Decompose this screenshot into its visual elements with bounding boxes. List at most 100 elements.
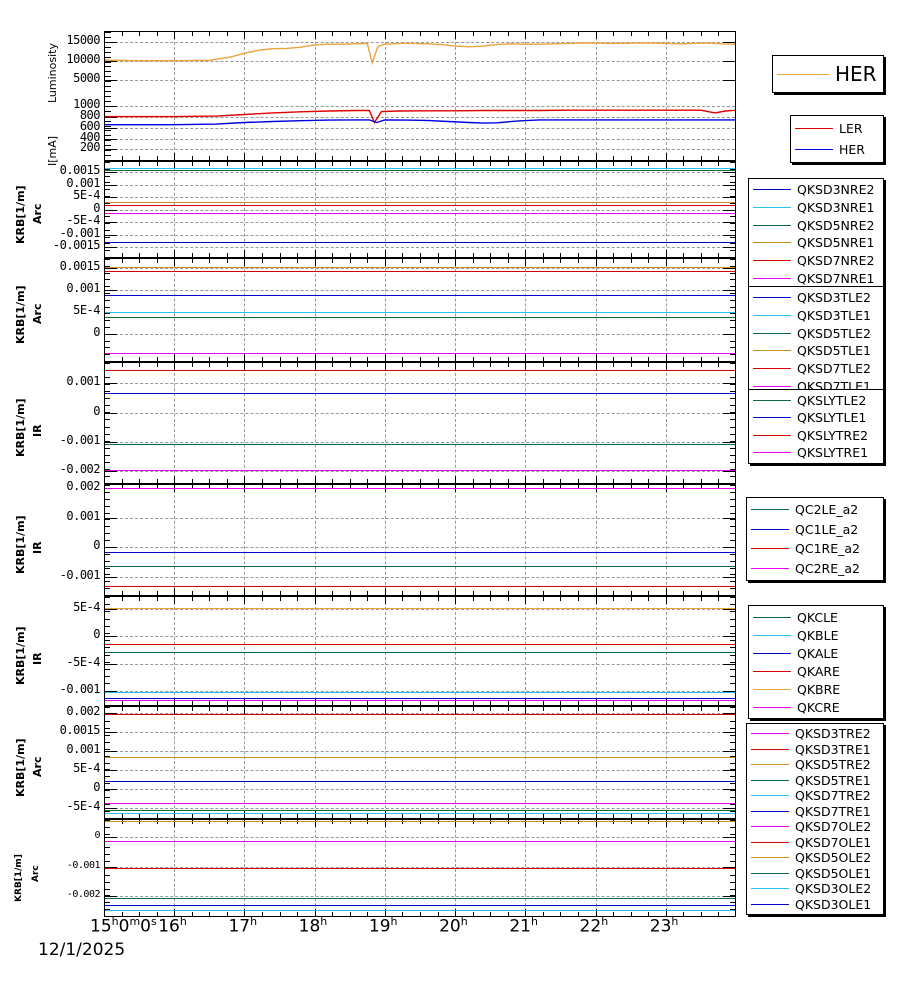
gridline-vertical <box>314 259 316 361</box>
axis-tick-minor <box>105 707 110 708</box>
axis-tick-minor <box>105 41 111 43</box>
axis-tick-minor <box>105 209 110 211</box>
legend-entry-label: QKSLYTRE1 <box>797 444 869 460</box>
legend-line-swatch <box>751 903 789 905</box>
y-tick-label: -0.002 <box>66 888 101 900</box>
axis-tick-major <box>105 712 117 714</box>
axis-tick-minor <box>156 485 158 489</box>
axis-tick-minor <box>560 357 562 361</box>
legend-entry: HER <box>777 61 879 87</box>
axis-tick-minor <box>683 253 685 257</box>
axis-tick-major <box>723 41 735 43</box>
gridline-vertical <box>244 485 246 595</box>
axis-tick-major <box>455 259 457 266</box>
axis-tick-major <box>244 476 246 483</box>
gridline-vertical <box>314 32 316 160</box>
axis-tick-minor <box>542 363 544 367</box>
axis-tick-major <box>314 909 316 916</box>
axis-tick-minor <box>718 912 720 916</box>
axis-tick-minor <box>578 707 579 711</box>
axis-tick-major <box>384 259 386 266</box>
axis-tick-minor <box>730 611 735 613</box>
axis-tick-minor <box>402 162 404 166</box>
axis-tick-minor <box>542 701 544 705</box>
legend-line-swatch <box>753 350 791 352</box>
axis-tick-minor <box>139 814 141 818</box>
axis-tick-minor <box>121 357 123 361</box>
axis-tick-minor <box>262 156 263 160</box>
legend-line-swatch <box>753 616 791 618</box>
axis-tick-minor <box>730 333 735 335</box>
axis-tick-minor <box>613 32 615 36</box>
axis-tick-minor <box>437 32 439 36</box>
y-tick-label: 0 <box>93 538 100 553</box>
axis-tick-minor <box>730 223 735 225</box>
axis-tick-minor <box>730 748 735 750</box>
axis-tick-minor <box>279 814 281 818</box>
axis-tick-minor <box>730 168 735 170</box>
legend-entry: QKSD3TLE1 <box>753 307 879 324</box>
axis-tick-major <box>105 334 117 336</box>
legend-line-swatch <box>753 314 791 316</box>
axis-tick-minor <box>578 363 579 367</box>
axis-tick-minor <box>105 485 110 486</box>
axis-tick-minor <box>420 597 421 601</box>
y-tick-label: 0.0015 <box>59 163 101 177</box>
axis-tick-minor <box>191 156 193 160</box>
axis-tick-major <box>105 127 117 129</box>
series-HER <box>105 42 735 66</box>
axis-tick-minor <box>105 96 111 97</box>
axis-tick-major <box>174 820 176 827</box>
axis-tick-minor <box>105 76 111 78</box>
axis-tick-major <box>455 707 457 714</box>
axis-tick-major <box>723 222 735 223</box>
series-QKBRE <box>105 607 735 609</box>
axis-tick-major <box>314 597 316 604</box>
axis-tick-minor <box>121 162 123 166</box>
axis-tick-minor <box>420 701 421 705</box>
axis-tick-minor <box>630 357 632 361</box>
axis-tick-minor <box>730 426 735 428</box>
axis-tick-minor <box>105 854 110 856</box>
series-QKCLE <box>105 652 735 654</box>
gridline-horizontal <box>105 209 735 211</box>
axis-tick-minor <box>349 253 351 257</box>
axis-tick-minor <box>121 707 123 711</box>
legend-entry-label: QKBRE <box>797 681 841 697</box>
axis-tick-minor <box>730 347 735 349</box>
axis-tick-minor <box>437 597 439 601</box>
legend-entry-label: HER <box>839 142 865 157</box>
gridline-horizontal <box>105 334 735 336</box>
axis-tick-minor <box>209 162 211 166</box>
gridline-vertical <box>525 597 527 705</box>
series-QKCRE <box>105 699 735 701</box>
axis-tick-minor <box>730 540 735 541</box>
axis-tick-minor <box>730 454 735 456</box>
axis-tick-major <box>244 32 246 39</box>
series-QKSD5TLE2 <box>105 316 735 318</box>
axis-tick-minor <box>156 912 158 916</box>
axis-tick-minor <box>730 526 735 528</box>
axis-tick-minor <box>209 479 211 483</box>
axis-tick-minor <box>156 253 158 257</box>
axis-tick-minor <box>139 357 141 361</box>
legend-entry-label: QC1RE_a2 <box>795 541 860 557</box>
plot-panel-krb-arc-tle <box>104 258 736 362</box>
axis-tick-minor <box>226 707 228 711</box>
axis-tick-major <box>723 412 735 414</box>
axis-tick-minor <box>490 363 492 367</box>
axis-tick-minor <box>105 588 110 590</box>
axis-title-luminosity: Luminosity <box>46 43 59 103</box>
axis-tick-minor <box>209 591 211 595</box>
axis-tick-major <box>665 597 667 604</box>
legend-entry-label: QKSD7TLE2 <box>797 360 871 376</box>
gridline-horizontal <box>105 267 735 269</box>
axis-tick-minor <box>191 591 193 595</box>
legend-entry: QKSD5NRE1 <box>753 234 879 251</box>
gridline-vertical <box>314 485 316 595</box>
legend-entry-label: QKSD3TLE1 <box>797 307 871 323</box>
axis-tick-minor <box>105 433 110 435</box>
axis-tick-minor <box>613 363 615 367</box>
axis-tick-minor <box>121 814 123 818</box>
